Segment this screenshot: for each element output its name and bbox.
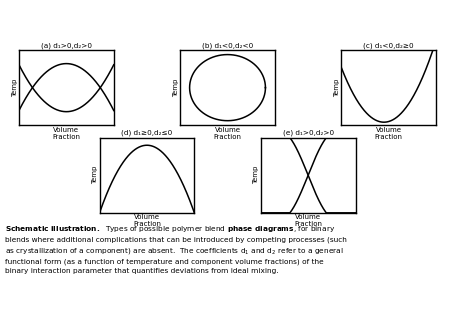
- Title: (a) d₁>0,d₂>0: (a) d₁>0,d₂>0: [41, 42, 92, 49]
- Y-axis label: Temp: Temp: [173, 79, 179, 97]
- Y-axis label: Temp: Temp: [11, 79, 18, 97]
- Title: (e) d₁>0,d₂>0: (e) d₁>0,d₂>0: [283, 130, 334, 136]
- Y-axis label: Temp: Temp: [253, 166, 259, 184]
- Title: (c) d₁<0,d₂≥0: (c) d₁<0,d₂≥0: [364, 42, 414, 49]
- Y-axis label: Temp: Temp: [334, 79, 340, 97]
- X-axis label: Volume
Fraction: Volume Fraction: [294, 214, 322, 227]
- X-axis label: Volume
Fraction: Volume Fraction: [133, 214, 161, 227]
- X-axis label: Volume
Fraction: Volume Fraction: [213, 126, 242, 140]
- Title: (b) d₁<0,d₂<0: (b) d₁<0,d₂<0: [202, 42, 253, 49]
- Text: $\mathbf{Schematic\ illustration.}$  Types of possible polymer blend $\mathbf{ph: $\mathbf{Schematic\ illustration.}$ Type…: [5, 224, 346, 274]
- Y-axis label: Temp: Temp: [92, 166, 98, 184]
- X-axis label: Volume
Fraction: Volume Fraction: [52, 126, 81, 140]
- X-axis label: Volume
Fraction: Volume Fraction: [374, 126, 403, 140]
- Title: (d) d₁≥0,d₂≤0: (d) d₁≥0,d₂≤0: [121, 130, 173, 136]
